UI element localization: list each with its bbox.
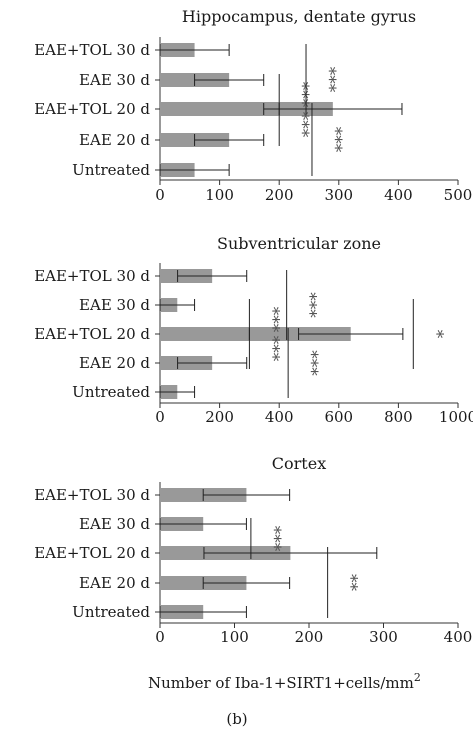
x-tick-label: 800 bbox=[384, 408, 413, 426]
category-label: EAE+TOL 20 d bbox=[34, 544, 150, 562]
significance-label: *** bbox=[325, 127, 345, 153]
x-tick-label: 0 bbox=[155, 628, 165, 646]
x-tick-label: 600 bbox=[324, 408, 353, 426]
chart-title: Subventricular zone bbox=[217, 234, 381, 253]
significance-label: *** bbox=[301, 350, 321, 376]
significance-label: *** bbox=[319, 67, 339, 93]
category-label: EAE+TOL 20 d bbox=[34, 100, 150, 118]
category-label: EAE 20 d bbox=[79, 131, 150, 149]
significance-label: *** bbox=[262, 307, 282, 333]
chart-panel-3: Cortex 0 100 200 300 400 EAE+TOL 30 d EAE 30 d E… bbox=[34, 454, 472, 646]
x-tick-label: 200 bbox=[205, 408, 234, 426]
category-label: EAE 20 d bbox=[79, 574, 150, 592]
category-label: EAE 30 d bbox=[79, 515, 150, 533]
x-tick-label: 400 bbox=[384, 186, 413, 204]
x-tick-label: 100 bbox=[205, 186, 234, 204]
panel-label: (b) bbox=[226, 710, 247, 728]
x-tick-label: 300 bbox=[324, 186, 353, 204]
category-label: Untreated bbox=[72, 161, 150, 179]
significance-label: * bbox=[426, 330, 446, 339]
x-tick-label: 200 bbox=[295, 628, 324, 646]
x-tick-label: 1000 bbox=[439, 408, 473, 426]
x-tick-label: 0 bbox=[155, 408, 165, 426]
chart-panel-1: Hippocampus, dentate gyrus 0 100 200 300 400 5… bbox=[34, 7, 472, 204]
x-tick-label: 300 bbox=[369, 628, 398, 646]
significance-label: *** bbox=[300, 292, 320, 318]
significance-label: *** bbox=[264, 526, 284, 552]
bar bbox=[160, 102, 333, 116]
x-axis-label: Number of Iba-1+SIRT1+cells/mm2 bbox=[148, 671, 421, 692]
x-tick-label: 0 bbox=[155, 186, 165, 204]
x-tick-label: 500 bbox=[444, 186, 473, 204]
category-label: Untreated bbox=[72, 603, 150, 621]
category-label: Untreated bbox=[72, 383, 150, 401]
x-tick-label: 400 bbox=[444, 628, 473, 646]
category-label: EAE+TOL 30 d bbox=[34, 486, 150, 504]
category-label: EAE 20 d bbox=[79, 354, 150, 372]
chart-title: Cortex bbox=[272, 454, 326, 473]
x-tick-label: 100 bbox=[220, 628, 249, 646]
category-label: EAE+TOL 20 d bbox=[34, 325, 150, 343]
category-label: EAE+TOL 30 d bbox=[34, 41, 150, 59]
chart-title: Hippocampus, dentate gyrus bbox=[182, 7, 416, 26]
significance-label: *** bbox=[292, 112, 312, 138]
bar bbox=[160, 327, 351, 341]
significance-label: *** bbox=[262, 336, 282, 362]
chart-panel-2: Subventricular zone 0 200 400 600 800 1000 EAE+… bbox=[34, 234, 473, 426]
x-tick-label: 200 bbox=[265, 186, 294, 204]
significance-label: *** bbox=[292, 82, 312, 108]
category-label: EAE 30 d bbox=[79, 296, 150, 314]
category-label: EAE+TOL 30 d bbox=[34, 267, 150, 285]
significance-label: ** bbox=[341, 574, 361, 592]
category-label: EAE 30 d bbox=[79, 71, 150, 89]
x-axis-label-superscript: 2 bbox=[414, 671, 421, 684]
x-tick-label: 400 bbox=[265, 408, 294, 426]
